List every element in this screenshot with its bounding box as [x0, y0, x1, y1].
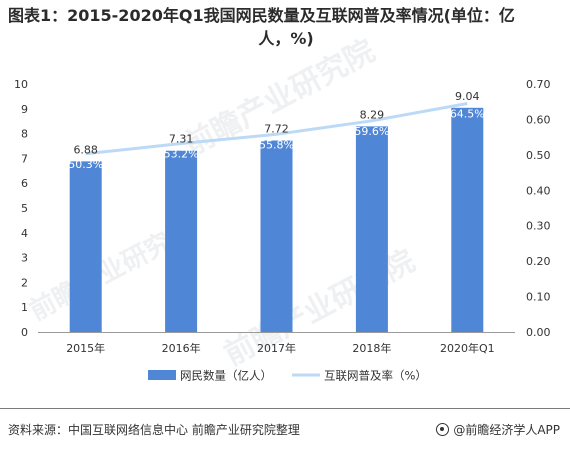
bar: [260, 140, 293, 332]
right-tick-label: 0.40: [526, 184, 551, 197]
bar-value-label: 8.29: [360, 108, 385, 121]
right-tick-label: 0.10: [526, 291, 551, 304]
category-label: 2018年: [352, 341, 391, 355]
left-tick-label: 4: [21, 227, 28, 240]
brand: @前瞻经济学人APP: [436, 421, 560, 438]
x-axis: 2015年 2016年 2017年 2018年 2020年Q1: [66, 341, 494, 355]
chart-title: 图表1：2015-2020年Q1我国网民数量及互联网普及率情况(单位：亿 人，%…: [8, 4, 564, 50]
bar: [451, 107, 484, 332]
legend-line-label: 互联网普及率（%）: [324, 369, 427, 383]
right-tick-label: 0.60: [526, 113, 551, 126]
legend: 网民数量（亿人） 互联网普及率（%）: [148, 369, 427, 383]
chart-title-line1: 图表1：2015-2020年Q1我国网民数量及互联网普及率情况(单位：亿: [8, 6, 515, 25]
chart-title-line2: 人，%): [258, 29, 314, 48]
right-tick-label: 0.00: [526, 326, 551, 339]
left-axis: 0 1 2 3 4 5 6 7 8 9 10: [14, 78, 28, 339]
rate-value-label: 55.8%: [259, 138, 294, 151]
bar-value-label: 9.04: [455, 90, 480, 103]
footer-divider: [0, 408, 570, 409]
left-tick-label: 8: [21, 128, 28, 141]
category-label: 2016年: [162, 341, 201, 355]
brand-logo-icon: [436, 423, 450, 436]
left-tick-label: 7: [21, 152, 28, 165]
right-axis: 0.00 0.10 0.20 0.30 0.40 0.50 0.60 0.70: [526, 78, 551, 339]
bar-series: [69, 107, 484, 333]
right-tick-label: 0.50: [526, 149, 551, 162]
data-labels: 6.88 7.31 7.72 8.29 9.04 50.3% 53.2% 55.8% 59.6%…: [68, 90, 485, 171]
left-tick-label: 2: [21, 276, 28, 289]
bar: [69, 161, 102, 332]
left-tick-label: 9: [21, 103, 28, 116]
legend-bar-label: 网民数量（亿人）: [180, 369, 272, 383]
bar: [355, 126, 388, 333]
bar-value-label: 7.31: [169, 133, 194, 146]
chart: 0 1 2 3 4 5 6 7 8 9 10 0.00 0.10 0.20 0.30 0.40 0.50 0.6…: [14, 78, 551, 383]
left-tick-label: 3: [21, 252, 28, 265]
left-tick-label: 0: [21, 326, 28, 339]
right-tick-label: 0.20: [526, 255, 551, 268]
rate-value-label: 50.3%: [68, 158, 103, 171]
legend-bar-swatch: [148, 370, 176, 380]
left-tick-label: 5: [21, 202, 28, 215]
bar: [165, 150, 198, 332]
right-tick-label: 0.70: [526, 78, 551, 91]
left-tick-label: 10: [14, 78, 28, 91]
bar-value-label: 6.88: [73, 143, 98, 156]
rate-value-label: 53.2%: [164, 148, 199, 161]
category-label: 2017年: [257, 341, 296, 355]
category-label: 2020年Q1: [440, 341, 495, 355]
left-tick-label: 1: [21, 301, 28, 314]
footer-source: 资料来源：中国互联网络信息中心 前瞻产业研究院整理: [8, 423, 300, 437]
bar-value-label: 7.72: [264, 123, 289, 136]
brand-label: @前瞻经济学人APP: [453, 423, 560, 437]
right-tick-label: 0.30: [526, 220, 551, 233]
rate-value-label: 59.6%: [354, 125, 389, 138]
rate-line: [85, 102, 468, 156]
category-label: 2015年: [66, 341, 105, 355]
left-tick-label: 6: [21, 177, 28, 190]
rate-value-label: 64.5%: [450, 107, 485, 120]
